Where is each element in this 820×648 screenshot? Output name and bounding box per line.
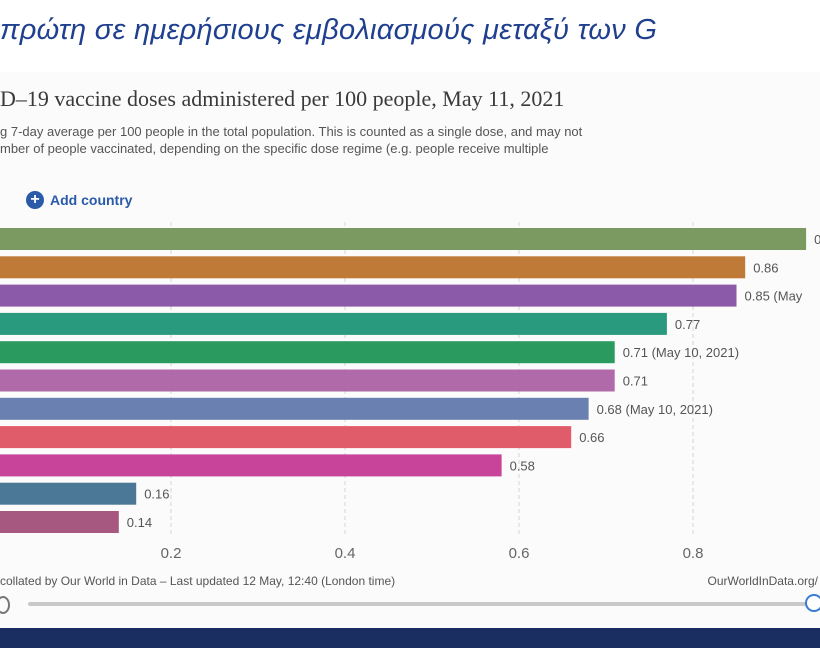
- bar[interactable]: [0, 312, 667, 335]
- play-icon[interactable]: [0, 596, 10, 614]
- add-country-button[interactable]: + Add country: [26, 190, 132, 210]
- x-tick-label: 0.6: [509, 545, 530, 562]
- add-country-label: Add country: [50, 192, 133, 208]
- bar[interactable]: [0, 482, 137, 505]
- bar-value-label: 0.77: [675, 317, 700, 332]
- x-tick-label: 0.8: [683, 545, 704, 562]
- chart-title: D–19 vaccine doses administered per 100 …: [0, 86, 565, 111]
- bar-value-label: 0.85 (May: [745, 289, 803, 304]
- bar[interactable]: [0, 369, 615, 392]
- site-link[interactable]: OurWorldInData.org/: [707, 574, 819, 588]
- plus-icon: +: [26, 191, 44, 209]
- bar[interactable]: [0, 454, 502, 477]
- bar[interactable]: [0, 284, 737, 307]
- x-tick-label: 0.4: [335, 545, 356, 562]
- bar-value-label: 0.66: [579, 430, 604, 445]
- bar[interactable]: [0, 397, 589, 420]
- bar-value-label: 0.9: [814, 232, 820, 247]
- bar-value-label: 0.58: [510, 458, 535, 473]
- x-tick-label: 0.2: [161, 545, 182, 562]
- chart-subtitle-line-1: g 7-day average per 100 people in the to…: [0, 124, 583, 139]
- bar-value-label: 0.71: [623, 374, 648, 389]
- slide-heading: πρώτη σε ημερήσιους εμβολιασμούς μεταξύ …: [0, 14, 658, 46]
- bar-value-label: 0.16: [144, 487, 169, 502]
- chart-subtitle-line-2: mber of people vaccinated, depending on …: [0, 141, 549, 156]
- bar[interactable]: [0, 426, 572, 449]
- bar-value-label: 0.71 (May 10, 2021): [623, 345, 739, 360]
- slide-footer-bar: [0, 628, 820, 648]
- bar[interactable]: [0, 511, 119, 533]
- bar[interactable]: [0, 341, 615, 364]
- bar-value-label: 0.14: [127, 515, 152, 530]
- bar[interactable]: [0, 228, 807, 250]
- bar-value-label: 0.68 (May 10, 2021): [597, 402, 713, 417]
- bar[interactable]: [0, 256, 746, 279]
- timeline-track[interactable]: [28, 602, 812, 606]
- source-note: collated by Our World in Data – Last upd…: [0, 574, 396, 588]
- bar-value-label: 0.86: [753, 260, 778, 275]
- timeline-handle[interactable]: [805, 594, 820, 612]
